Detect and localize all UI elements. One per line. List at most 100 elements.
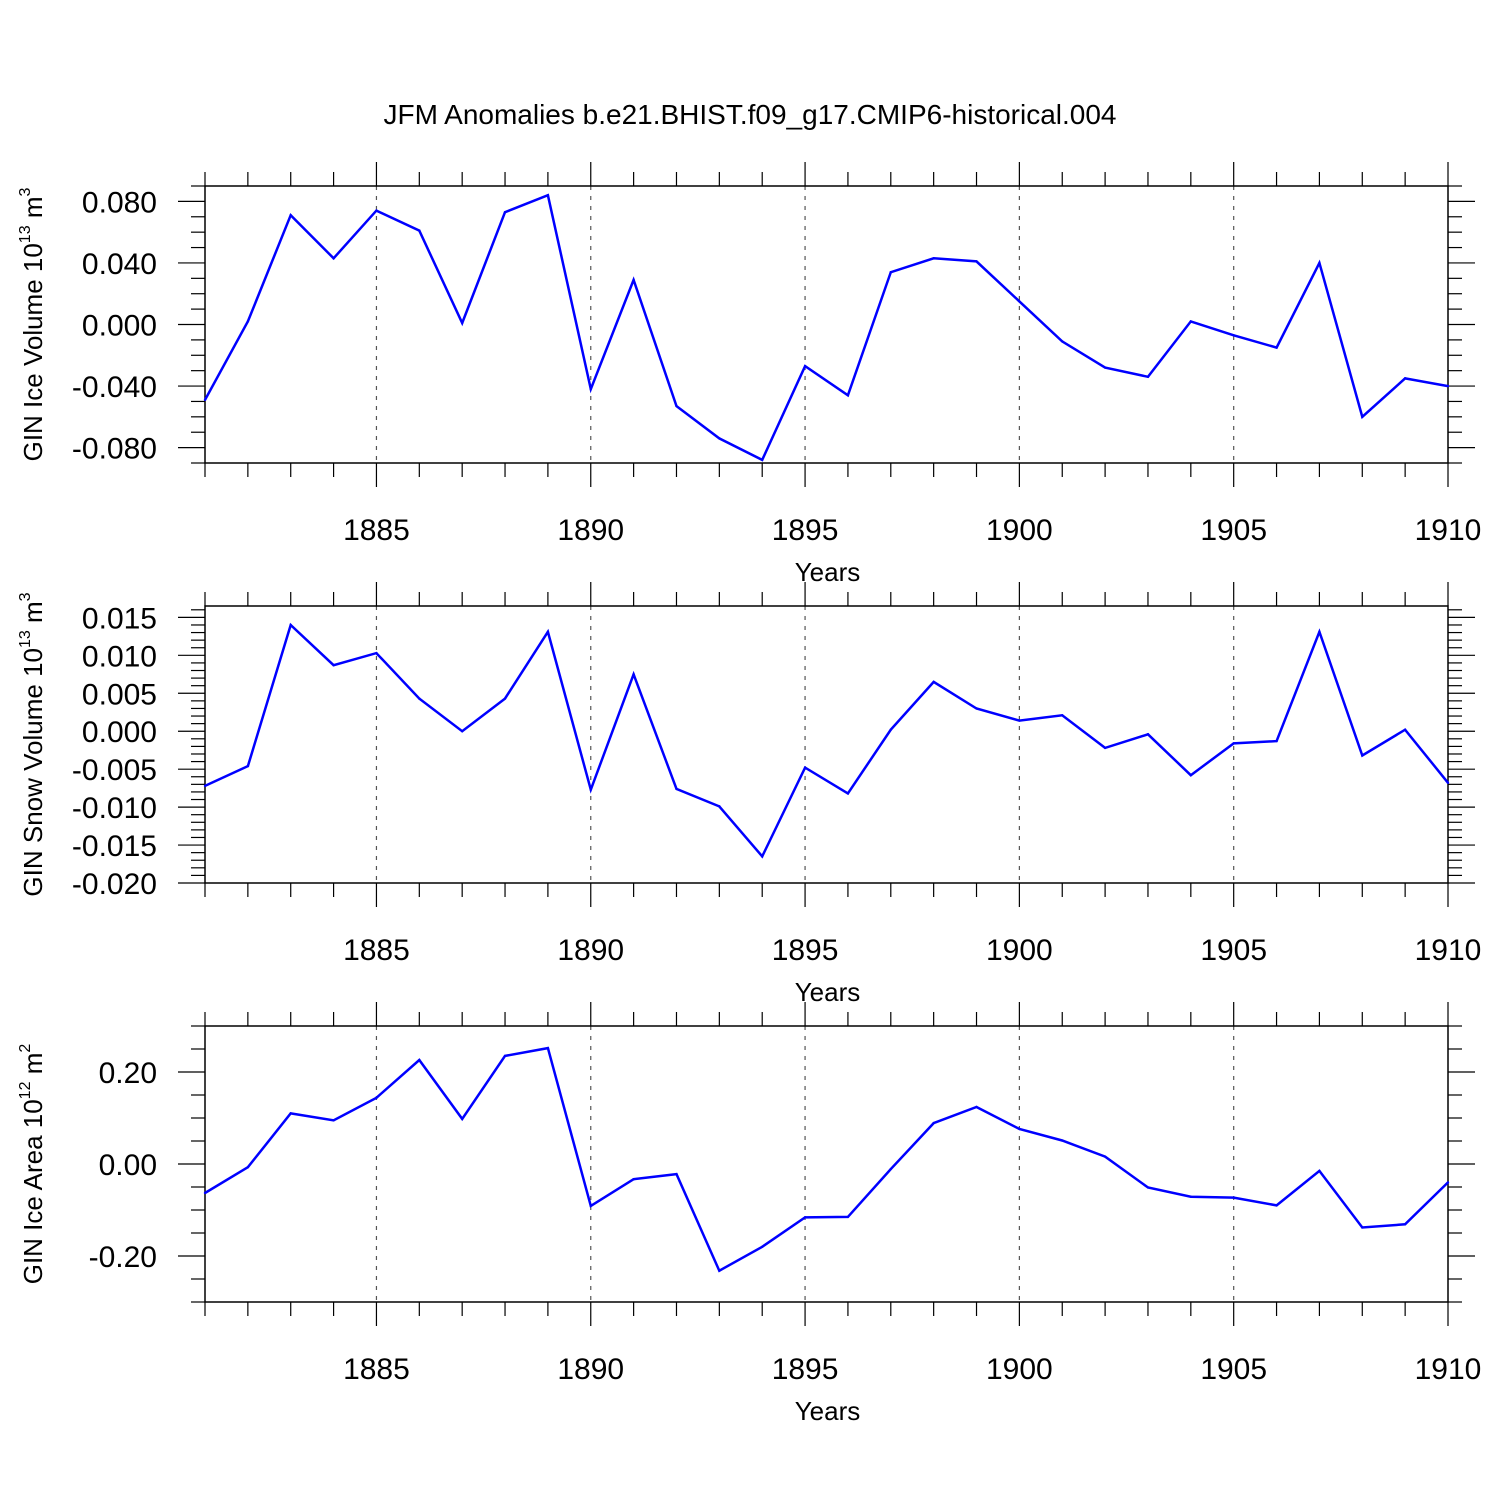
snow-volume-data-point	[932, 680, 935, 684]
snow-volume-y-tick-label: 0.000	[82, 716, 157, 749]
ice-volume-data-point	[1403, 377, 1407, 380]
snow-volume-y-tick-label: 0.005	[82, 678, 157, 711]
ice-volume-y-tick-label: 0.000	[82, 310, 157, 343]
ice-area-y-axis-title-main: GIN Ice Area 10	[18, 1099, 48, 1284]
ice-area-y-tick-label: 0.20	[99, 1057, 157, 1090]
snow-volume-data-point	[889, 728, 892, 731]
snow-volume-y-tick-label: -0.020	[72, 868, 157, 901]
ice-area-data-point	[503, 1054, 507, 1058]
ice-volume-data-point	[1061, 340, 1064, 343]
ice-volume-y-tick-label: -0.080	[72, 433, 157, 466]
ice-area-y-axis-title-unit-exp: 2	[17, 1044, 34, 1053]
ice-area-data-point	[803, 1216, 807, 1219]
ice-area-data-point	[589, 1204, 592, 1208]
ice-area-x-tick-label: 1910	[1415, 1353, 1482, 1386]
ice-volume-data-point	[1189, 320, 1193, 323]
ice-volume-x-tick-label: 1910	[1415, 514, 1482, 547]
snow-volume-plot-frame	[204, 605, 1449, 884]
ice-area-data-point	[1018, 1127, 1021, 1131]
snow-volume-data-point	[589, 788, 592, 791]
ice-area-y-axis-title: GIN Ice Area 1012 m2	[17, 1044, 48, 1285]
snow-volume-x-tick-label: 1900	[986, 934, 1053, 967]
ice-volume-data-point	[1146, 375, 1150, 379]
ice-volume-data-point	[418, 229, 421, 232]
chart-title: JFM Anomalies b.e21.BHIST.f09_g17.CMIP6-…	[383, 99, 1116, 130]
ice-volume-data-point	[289, 214, 292, 217]
ice-volume-data-point	[332, 257, 335, 260]
ice-volume-x-tick-label: 1895	[772, 514, 839, 547]
ice-area-data-point	[460, 1117, 464, 1121]
ice-area-x-tick-label: 1905	[1200, 1353, 1267, 1386]
ice-volume-data-point	[1318, 261, 1321, 265]
ice-area-y-tick-label: 0.00	[99, 1149, 157, 1182]
ice-area-data-point	[632, 1177, 635, 1181]
ice-volume-y-tick-label: 0.040	[82, 248, 157, 281]
panel-snow-volume: 1885 1890 1895 1900 1905 1910Years-0.020-0.01…	[17, 582, 1481, 1007]
ice-area-data-point	[546, 1046, 550, 1050]
ice-volume-data-point	[846, 394, 850, 397]
ice-volume-data-point	[1446, 384, 1450, 388]
ice-area-data-point	[1403, 1223, 1407, 1226]
ice-area-data-point	[1189, 1195, 1193, 1198]
snow-volume-data-point	[1275, 739, 1278, 743]
ice-volume-data-point	[546, 194, 550, 197]
ice-volume-series-line	[203, 193, 1449, 462]
snow-volume-data-point	[846, 792, 850, 795]
snow-volume-x-tick-label: 1890	[557, 934, 624, 967]
ice-volume-y-axis-title-exp: 13	[17, 225, 34, 243]
snow-volume-y-axis-title-unit-exp: 3	[17, 592, 34, 601]
snow-volume-data-point	[1403, 728, 1407, 731]
ice-volume-x-tick-label: 1890	[557, 514, 624, 547]
ice-area-data-point	[761, 1245, 764, 1249]
ice-volume-data-point	[718, 437, 721, 440]
ice-area-data-point	[718, 1269, 721, 1272]
ice-volume-data-point	[889, 270, 892, 274]
snow-volume-series-line	[204, 622, 1449, 859]
snow-volume-data-point	[460, 730, 464, 733]
panel-ice-area: 1885 1890 1895 1900 1905 1910 Years -0.20 0.00 0.…	[17, 1002, 1481, 1426]
ice-area-data-point	[846, 1215, 850, 1219]
snow-volume-x-tick-label: 1910	[1415, 934, 1482, 967]
ice-volume-data-point	[460, 321, 464, 325]
snow-volume-data-point	[761, 855, 764, 858]
ice-area-data-point	[1361, 1226, 1364, 1229]
ice-area-data-point	[418, 1058, 421, 1062]
snow-volume-data-point	[675, 787, 678, 791]
ice-area-x-axis-title: Years	[795, 1396, 861, 1426]
ice-area-data-point	[1232, 1196, 1235, 1199]
ice-volume-y-axis-title-unit-exp: 3	[17, 187, 34, 196]
snow-volume-y-tick-label: -0.015	[72, 830, 157, 863]
ice-volume-y-axis-title: GIN Ice Volume 1013 m3	[17, 187, 48, 461]
ice-area-x-tick-label: 1890	[557, 1353, 624, 1386]
snow-volume-data-point	[503, 697, 507, 700]
ice-volume-data-point	[589, 387, 592, 391]
snow-volume-data-point	[1103, 746, 1107, 750]
snow-volume-y-tick-label: 0.010	[82, 640, 157, 673]
ice-area-x-tick-label: 1895	[772, 1353, 839, 1386]
snow-volume-data-point	[1018, 719, 1021, 722]
snow-volume-data-point	[332, 663, 335, 667]
ice-volume-data-point	[932, 257, 935, 260]
snow-volume-y-tick-label: -0.005	[72, 754, 157, 787]
snow-volume-data-point	[975, 707, 978, 710]
snow-volume-data-point	[375, 651, 378, 655]
panel-ice-volume: 1885 1890 1895 1900 1905 1910Years-0.080-0.04…	[17, 162, 1481, 587]
ice-volume-data-point	[375, 209, 378, 212]
snow-volume-y-axis-title: GIN Snow Volume 1013 m3	[17, 592, 48, 896]
ice-volume-data-point	[1103, 366, 1107, 369]
ice-area-data-point	[375, 1096, 378, 1099]
snow-volume-x-tick-label: 1905	[1200, 934, 1267, 967]
ice-volume-data-point	[246, 320, 250, 323]
ice-volume-y-tick-label: 0.080	[82, 186, 157, 219]
ice-area-data-point	[203, 1191, 207, 1195]
snow-volume-y-axis-title-exp: 13	[17, 630, 34, 648]
ice-area-data-point	[1061, 1139, 1064, 1142]
snow-volume-y-axis-title-unit: m	[18, 601, 48, 630]
snow-volume-data-point	[203, 784, 207, 788]
ice-area-y-tick-label: -0.20	[89, 1241, 157, 1274]
ice-area-data-point	[332, 1119, 335, 1122]
snow-volume-data-point	[1318, 630, 1321, 634]
ice-area-data-point	[289, 1112, 292, 1115]
ice-volume-data-point	[632, 278, 635, 282]
